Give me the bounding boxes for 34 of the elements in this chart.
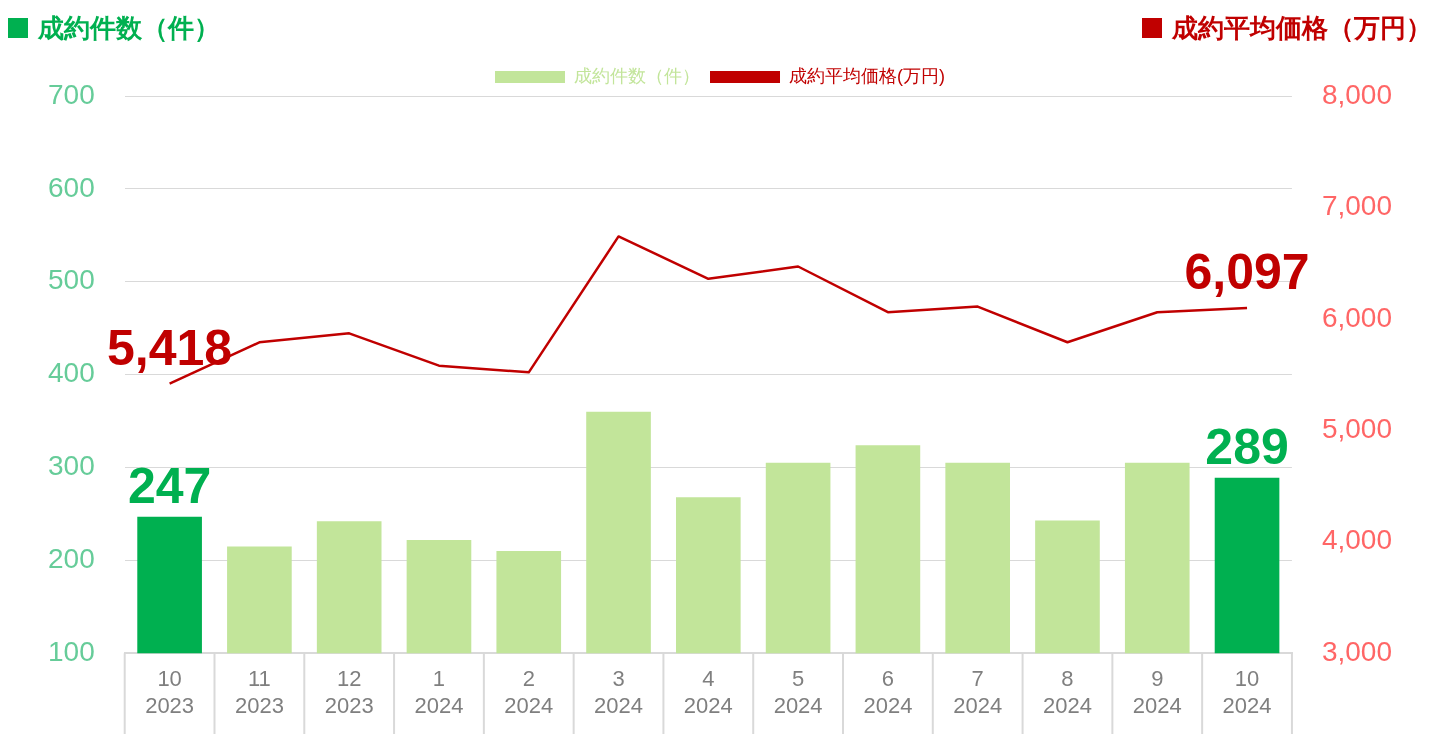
data-label: 289 bbox=[1205, 419, 1289, 476]
data-label: 5,418 bbox=[107, 319, 233, 376]
x-tick-label: 11 2023 bbox=[234, 666, 284, 718]
y-tick-label: 600 bbox=[48, 171, 95, 203]
x-tick-label: 10 2024 bbox=[1222, 666, 1272, 718]
x-tick-label: 5 2024 bbox=[773, 666, 823, 718]
y-axis-title: 成約件数（件） bbox=[38, 11, 220, 45]
y2-tick-label: 8,000 bbox=[1321, 78, 1393, 110]
y-tick-label: 100 bbox=[48, 635, 95, 667]
y2-tick-label: 3,000 bbox=[1321, 635, 1393, 667]
x-tick-label: 9 2024 bbox=[1132, 666, 1182, 718]
x-tick-label: 6 2024 bbox=[863, 666, 913, 718]
data-label: 247 bbox=[127, 458, 212, 515]
y2-tick-label: 4,000 bbox=[1321, 524, 1393, 556]
y-tick-label: 500 bbox=[48, 264, 95, 296]
x-tick-label: 4 2024 bbox=[683, 666, 733, 718]
x-tick-label: 2 2024 bbox=[504, 666, 554, 718]
y2-tick-label: 6,000 bbox=[1321, 301, 1393, 333]
y2-tick-label: 7,000 bbox=[1321, 190, 1393, 222]
y-tick-label: 700 bbox=[48, 78, 95, 110]
legend-label: 成約平均価格(万円) bbox=[789, 65, 946, 86]
x-tick-label: 10 2023 bbox=[145, 666, 195, 718]
x-tick-label: 7 2024 bbox=[953, 666, 1003, 718]
x-tick-label: 12 2023 bbox=[324, 666, 374, 718]
y2-tick-label: 5,000 bbox=[1321, 413, 1393, 445]
y-tick-label: 300 bbox=[48, 450, 95, 482]
x-tick-label: 3 2024 bbox=[594, 666, 644, 718]
x-tick-label: 8 2024 bbox=[1042, 666, 1092, 718]
legend-label: 成約件数（件） bbox=[574, 65, 701, 86]
x-tick-label: 1 2024 bbox=[414, 666, 464, 718]
y2-axis-title: 成約平均価格（万円） bbox=[1172, 11, 1432, 45]
data-label: 6,097 bbox=[1184, 243, 1310, 300]
y-tick-label: 200 bbox=[48, 543, 95, 575]
y-tick-label: 400 bbox=[48, 357, 95, 389]
